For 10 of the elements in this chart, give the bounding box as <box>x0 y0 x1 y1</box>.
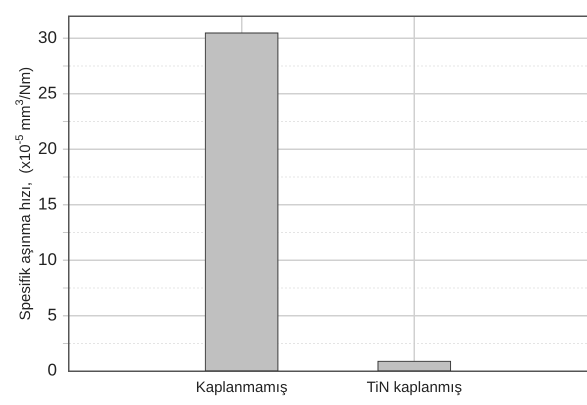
y-tick-label: 20 <box>38 138 57 158</box>
y-tick-label: 25 <box>38 84 57 102</box>
x-tick-label: TiN kaplanmış <box>366 379 462 396</box>
y-tick-label: 15 <box>38 194 57 214</box>
y-tick-label: 10 <box>38 250 57 269</box>
y-axis-title: Spesifik aşınma hızı, (x10-5 mm3/Nm) <box>14 66 34 320</box>
y-tick-label: 5 <box>47 305 57 324</box>
y-tick-label: 0 <box>47 360 57 380</box>
y-tick-label: 30 <box>38 28 57 48</box>
x-tick-label: Kaplanmamış <box>196 379 288 396</box>
